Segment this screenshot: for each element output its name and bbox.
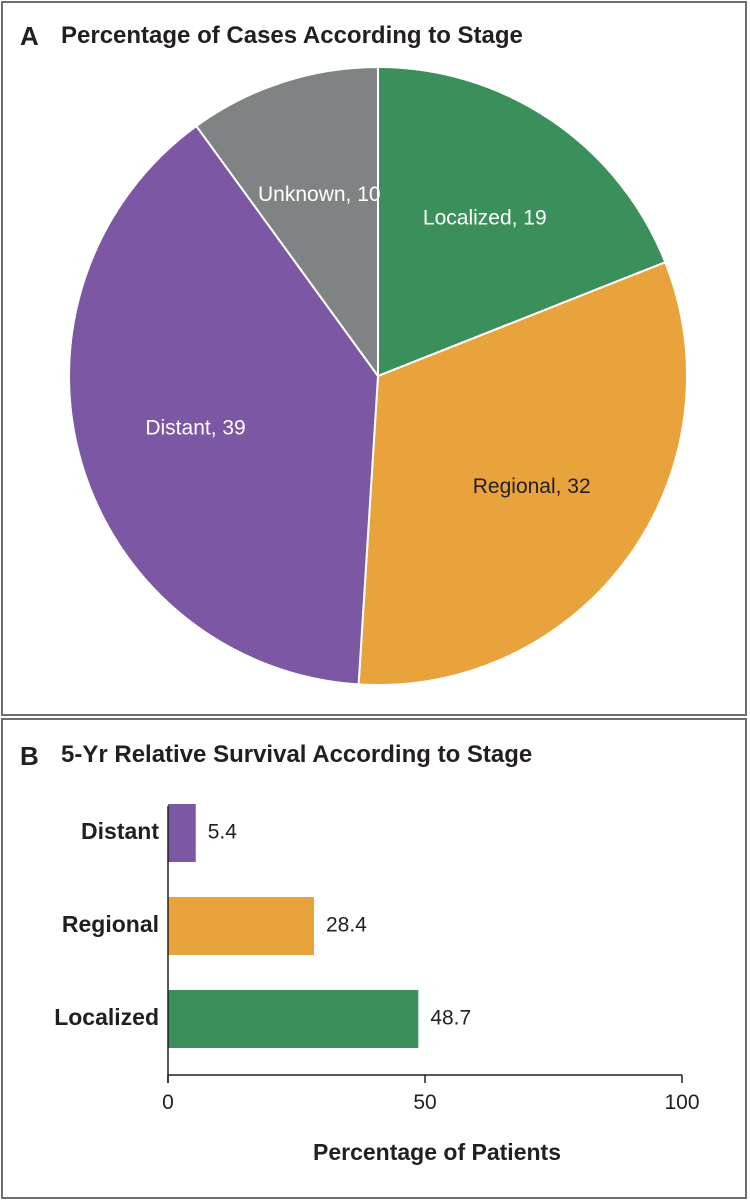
panel-a-letter: A bbox=[20, 21, 39, 51]
x-axis-title: Percentage of Patients bbox=[313, 1139, 561, 1165]
value-label-distant: 5.4 bbox=[208, 821, 238, 844]
pie-slice-regional bbox=[357, 260, 688, 686]
pie-label-unknown: Unknown, 10 bbox=[258, 183, 381, 206]
pie-label-regional: Regional, 32 bbox=[473, 475, 591, 498]
x-tick-label-100: 100 bbox=[664, 1091, 699, 1114]
bar-localized bbox=[168, 990, 419, 1048]
category-label-regional: Regional bbox=[62, 911, 159, 937]
bar-distant bbox=[168, 804, 196, 862]
bar-regional bbox=[168, 897, 314, 955]
x-tick-label-50: 50 bbox=[413, 1091, 436, 1114]
pie-label-localized: Localized, 19 bbox=[423, 206, 547, 229]
value-label-regional: 28.4 bbox=[326, 914, 367, 937]
category-label-localized: Localized bbox=[54, 1004, 159, 1030]
pie-slice-distant bbox=[68, 124, 380, 686]
panel-b: B 5-Yr Relative Survival According to St… bbox=[1, 718, 747, 1199]
pie-chart-title: Percentage of Cases According to Stage bbox=[61, 22, 523, 49]
pie-chart: Localized, 19 Regional, 32 Distant, 39 Unkn… bbox=[68, 65, 688, 686]
bar-chart: Distant 5.4 Regional 28.4 Localized 48.7 0 50 10… bbox=[54, 804, 700, 1165]
x-tick-label-0: 0 bbox=[162, 1091, 174, 1114]
pie-slice-unknown bbox=[194, 65, 379, 380]
panel-b-letter: B bbox=[20, 741, 39, 771]
pie-slice-localized bbox=[377, 65, 667, 378]
category-label-distant: Distant bbox=[81, 818, 159, 844]
panel-a: A Percentage of Cases According to Stage… bbox=[1, 1, 747, 716]
bar-chart-title: 5-Yr Relative Survival According to Stag… bbox=[61, 741, 533, 768]
pie-label-distant: Distant, 39 bbox=[145, 417, 245, 440]
value-label-localized: 48.7 bbox=[430, 1007, 471, 1030]
